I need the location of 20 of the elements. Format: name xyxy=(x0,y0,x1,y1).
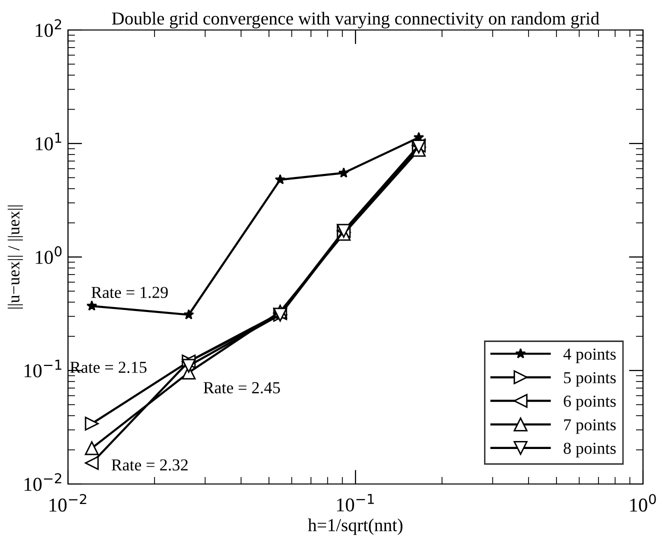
y-tick-label: 10$^{1}$ xyxy=(36,132,62,150)
x-tick-label: 10$^{−1}$ xyxy=(337,494,374,512)
annotation: Rate = 2.45 xyxy=(204,382,280,394)
y-tick-label: 10$^{0}$ xyxy=(36,246,62,264)
legend-label: 6 points xyxy=(564,396,616,410)
y-tick-label: 10$^{−2}$ xyxy=(24,473,62,491)
annotation: Rate = 1.29 xyxy=(91,286,168,298)
legend-label: 4 points xyxy=(563,348,616,364)
y-tick-label: 10$^{2}$ xyxy=(36,19,62,37)
x-axis-title: h=1/sqrt(nnt) xyxy=(308,518,402,535)
x-tick-label: 10$^{0}$ xyxy=(630,494,656,512)
annotation: Rate = 2.32 xyxy=(112,459,188,471)
y-tick-label: 10$^{−1}$ xyxy=(24,360,62,378)
chart-title: Double grid convergence with varying connectivity on random grid xyxy=(112,12,600,28)
legend-label: 7 points xyxy=(564,419,616,434)
x-tick-label: 10$^{−2}$ xyxy=(50,494,86,512)
annotation: Rate = 2.15 xyxy=(70,362,147,374)
y-axis-title: ||u−uex|| / ||uex|| xyxy=(8,205,23,309)
legend-label: 5 points xyxy=(564,372,616,387)
legend-label: 8 points xyxy=(564,442,616,458)
